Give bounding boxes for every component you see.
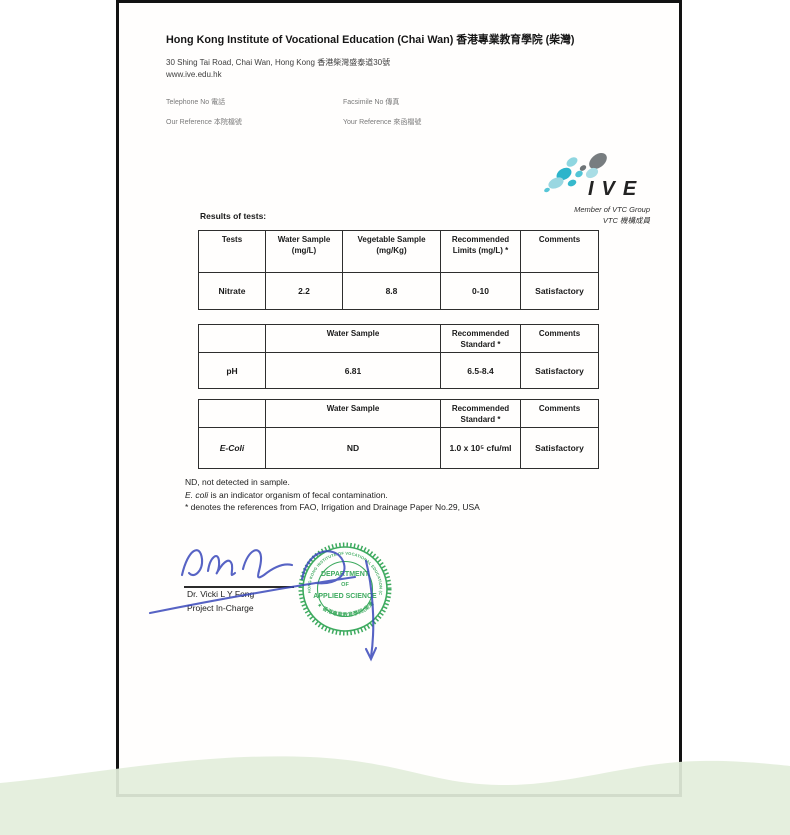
ive-logo-ellipses-icon: [544, 152, 607, 193]
vtc-tagline: Member of VTC Group VTC 機構成員: [480, 205, 650, 226]
table-row: E-Coli ND 1.0 x 10⁵ cfu/ml Satisfactory: [198, 427, 599, 469]
your-reference-label: Your Reference 來函檔號: [343, 119, 422, 126]
stamp-center-line1: DEPARTMENT: [321, 571, 370, 578]
table-cell: Satisfactory: [520, 427, 599, 469]
footnote-reference: * denotes the references from FAO, Irrig…: [185, 502, 480, 512]
table-nitrate: Tests Water Sample (mg/L) Vegetable Samp…: [198, 230, 599, 310]
table-header-cell: Water Sample (mg/L): [265, 230, 343, 273]
institution-address: 30 Shing Tai Road, Chai Wan, Hong Kong 香…: [166, 58, 391, 67]
table-header-cell: [198, 324, 266, 353]
signatory-name: Dr. Vicki L Y Fong: [187, 589, 255, 599]
table-header-cell: Recommended Standard *: [440, 324, 521, 353]
signatory-title: Project In-Charge: [187, 603, 254, 613]
table-cell: E-Coli: [198, 427, 266, 469]
results-heading: Results of tests:: [200, 211, 267, 221]
vtc-tagline-zh: VTC 機構成員: [602, 215, 650, 225]
table-cell: Nitrate: [198, 272, 266, 310]
table-cell: 2.2: [265, 272, 343, 310]
our-reference-label: Our Reference 本院檔號: [166, 119, 242, 126]
table-cell: Satisfactory: [520, 352, 599, 389]
table-cell: 0-10: [440, 272, 521, 310]
footnote-ecoli-term: E. coli: [185, 489, 209, 500]
telephone-label: Telephone No 電話: [166, 99, 226, 106]
footnote-ecoli: E. coli is an indicator organism of feca…: [185, 489, 480, 502]
footnote-ecoli-rest: is an indicator organism of fecal contam…: [208, 489, 388, 500]
table-ph: Water Sample Recommended Standard * Comm…: [198, 324, 599, 389]
vtc-tagline-en: Member of VTC Group: [574, 205, 650, 214]
stamp-center-line3: APPLIED SCIENCE: [313, 593, 377, 600]
handwritten-signature: [148, 549, 378, 662]
table-header-cell: Vegetable Sample (mg/Kg): [342, 230, 441, 273]
table-header-cell: Comments: [520, 324, 599, 353]
table-header-cell: Recommended Standard *: [440, 399, 521, 428]
table-header-cell: Tests: [198, 230, 266, 273]
ive-logo: IVE: [544, 152, 644, 200]
footnotes: ND, not detected in sample. E. coli is a…: [185, 476, 480, 514]
stamp-rings-icon: [298, 542, 392, 636]
table-row: Nitrate 2.2 8.8 0-10 Satisfactory: [198, 272, 599, 310]
table-header-cell: Comments: [520, 399, 599, 428]
facsimile-label: Facsimile No 傳真: [343, 99, 400, 106]
table-cell: 6.81: [265, 352, 441, 389]
signature-strokes-icon: [148, 549, 378, 662]
table-cell: pH: [198, 352, 266, 389]
footnote-nd: ND, not detected in sample.: [185, 477, 290, 487]
table-header-cell: Recommended Limits (mg/L) *: [440, 230, 521, 273]
ive-wordmark: IVE: [588, 178, 644, 200]
table-header-cell: [198, 399, 266, 428]
table-cell: Satisfactory: [520, 272, 599, 310]
signature-line: [184, 586, 294, 588]
table-cell: 1.0 x 10⁵ cfu/ml: [440, 427, 521, 469]
document-page: [116, 0, 682, 797]
table-row: pH 6.81 6.5-8.4 Satisfactory: [198, 352, 599, 389]
table-cell: ND: [265, 427, 441, 469]
institution-website: www.ive.edu.hk: [166, 70, 222, 79]
table-cell: 6.5-8.4: [440, 352, 521, 389]
stamp-center-line2: OF: [341, 582, 349, 588]
table-ecoli: Water Sample Recommended Standard * Comm…: [198, 399, 599, 469]
institution-name: Hong Kong Institute of Vocational Educat…: [166, 34, 575, 46]
table-header-cell: Water Sample: [265, 324, 441, 353]
table-header-cell: Comments: [520, 230, 599, 273]
table-cell: 8.8: [342, 272, 441, 310]
table-header-cell: Water Sample: [265, 399, 441, 428]
